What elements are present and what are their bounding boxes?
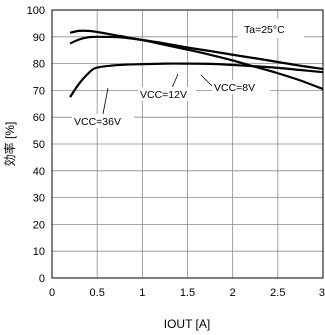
vcc-36v-leader-line (102, 87, 109, 115)
x-tick-label: 1 (139, 287, 145, 299)
vcc-12v-leader-line (171, 73, 179, 89)
x-tick-label: 0 (49, 287, 55, 299)
y-axis-title: 効率 [%] (2, 122, 17, 167)
vcc-36v-label-box (72, 114, 134, 128)
x-tick-label: 2 (230, 287, 236, 299)
y-tick-label: 70 (33, 85, 45, 97)
vcc-8v-label-box (212, 80, 270, 94)
y-tick-label: 40 (33, 166, 45, 178)
series-line-vcc-36v (69, 62, 324, 98)
temp-label: Ta=25°C (244, 24, 285, 36)
y-tick-label: 90 (33, 32, 45, 44)
y-tick-label: 0 (39, 273, 45, 285)
y-tick-label: 50 (33, 139, 45, 151)
x-tick-labels: 0 0.5 1 1.5 2 2.5 3 (49, 287, 325, 299)
y-tick-label: 60 (33, 112, 45, 124)
vcc-8v-leader-line (200, 74, 213, 87)
x-tick-label: 0.5 (90, 287, 105, 299)
x-tick-label: 2.5 (270, 287, 285, 299)
x-tick-label: 1.5 (180, 287, 195, 299)
temp-label-box (238, 19, 304, 38)
x-axis-title: IOUT [A] (164, 317, 210, 331)
x-tick-label: 3 (319, 287, 325, 299)
y-tick-label: 100 (27, 5, 45, 17)
plot-frame (51, 9, 324, 279)
y-tick-labels: 0 10 20 30 40 50 60 70 80 90 100 (27, 5, 45, 285)
series-line-vcc-8v (69, 29, 324, 91)
vcc-36v-label: VCC=36V (74, 116, 121, 128)
y-tick-label: 80 (33, 59, 45, 71)
series-curves (69, 29, 324, 98)
vcc-12v-label-box (138, 87, 196, 101)
series-line-vcc-12v (69, 35, 324, 71)
y-tick-label: 10 (33, 246, 45, 258)
y-tick-label: 30 (33, 193, 45, 205)
vcc-8v-label: VCC=8V (214, 82, 255, 94)
vcc-12v-label: VCC=12V (140, 89, 187, 101)
y-tick-label: 20 (33, 219, 45, 231)
